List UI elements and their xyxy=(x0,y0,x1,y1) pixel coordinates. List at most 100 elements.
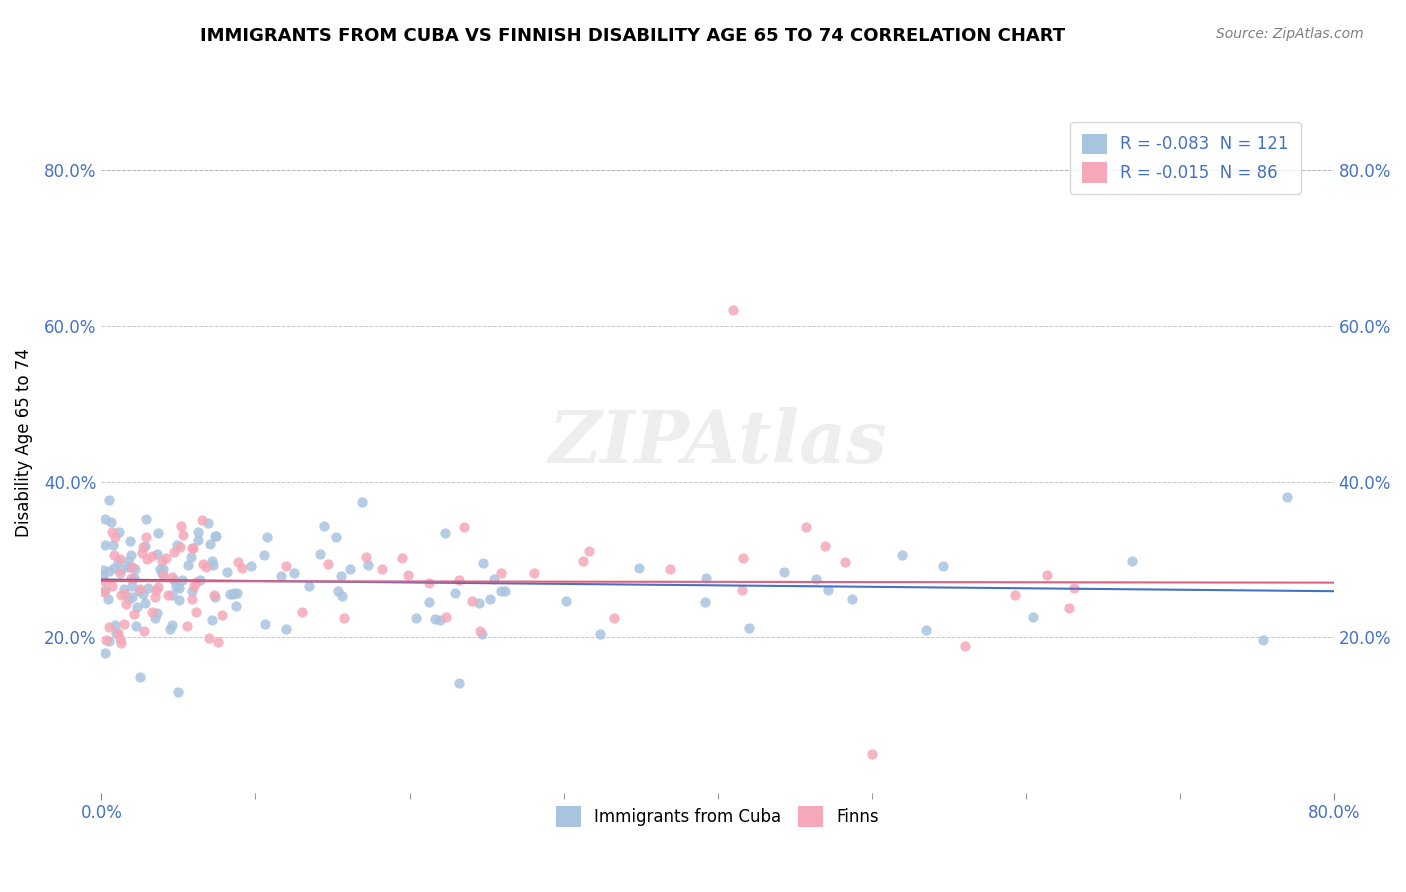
Point xyxy=(405,611,427,625)
Point xyxy=(453,519,475,533)
Point xyxy=(112,616,135,631)
Point xyxy=(891,548,914,562)
Point xyxy=(124,562,146,576)
Point xyxy=(200,613,222,627)
Point xyxy=(132,587,155,601)
Point xyxy=(489,566,512,580)
Point xyxy=(202,558,225,572)
Legend: Immigrants from Cuba, Finns: Immigrants from Cuba, Finns xyxy=(550,799,886,833)
Point xyxy=(186,575,208,590)
Point xyxy=(165,579,187,593)
Point xyxy=(97,591,120,606)
Point xyxy=(391,550,413,565)
Point xyxy=(141,605,163,619)
Point xyxy=(191,513,214,527)
Point xyxy=(110,562,132,576)
Point xyxy=(152,568,174,582)
Point xyxy=(160,570,183,584)
Point xyxy=(222,586,245,600)
Point xyxy=(396,568,419,582)
Point xyxy=(118,533,141,548)
Point xyxy=(132,540,155,554)
Point xyxy=(155,550,177,565)
Point xyxy=(804,572,827,586)
Point xyxy=(479,591,502,606)
Point xyxy=(589,627,612,641)
Point xyxy=(108,632,131,646)
Point xyxy=(494,584,516,599)
Point xyxy=(115,597,138,611)
Point xyxy=(117,554,139,568)
Point xyxy=(256,530,278,544)
Point xyxy=(148,525,170,540)
Point xyxy=(108,566,131,581)
Point xyxy=(198,537,221,551)
Point xyxy=(127,600,149,615)
Point xyxy=(194,560,217,574)
Point xyxy=(955,639,977,653)
Point xyxy=(219,587,242,601)
Point xyxy=(118,592,141,607)
Point xyxy=(170,518,193,533)
Point xyxy=(627,561,650,575)
Point xyxy=(329,569,352,583)
Point xyxy=(135,552,157,566)
Point xyxy=(128,582,150,597)
Point xyxy=(156,588,179,602)
Point xyxy=(169,540,191,554)
Point xyxy=(308,547,330,561)
Point xyxy=(150,554,173,568)
Point xyxy=(184,605,207,619)
Point xyxy=(1253,632,1275,647)
Point xyxy=(180,549,202,564)
Point xyxy=(121,579,143,593)
Point xyxy=(146,607,169,621)
Point xyxy=(120,571,142,585)
Point xyxy=(150,566,173,580)
Point xyxy=(283,566,305,580)
Point xyxy=(721,303,744,318)
Point xyxy=(172,573,194,587)
Point xyxy=(418,595,440,609)
Point xyxy=(204,590,226,604)
Point xyxy=(316,557,339,571)
Point xyxy=(94,632,117,647)
Y-axis label: Disability Age 65 to 74: Disability Age 65 to 74 xyxy=(15,348,32,537)
Point xyxy=(101,578,124,592)
Point xyxy=(554,594,576,608)
Point xyxy=(444,586,467,600)
Point xyxy=(166,538,188,552)
Point xyxy=(181,584,204,599)
Point xyxy=(817,582,839,597)
Point xyxy=(107,555,129,569)
Point xyxy=(274,558,297,573)
Point xyxy=(121,559,143,574)
Point xyxy=(97,634,120,648)
Point xyxy=(1057,601,1080,615)
Point xyxy=(274,622,297,636)
Point xyxy=(205,528,228,542)
Point xyxy=(198,631,221,645)
Point xyxy=(91,568,114,582)
Point xyxy=(94,646,117,660)
Point xyxy=(177,558,200,573)
Point xyxy=(145,582,167,597)
Point xyxy=(107,525,129,540)
Point xyxy=(339,562,361,576)
Point xyxy=(98,493,121,508)
Point xyxy=(91,563,114,577)
Point xyxy=(97,564,120,578)
Point xyxy=(134,596,156,610)
Point xyxy=(128,670,150,684)
Point xyxy=(93,574,115,588)
Point xyxy=(578,544,600,558)
Point xyxy=(162,618,184,632)
Point xyxy=(731,583,754,598)
Point xyxy=(176,619,198,633)
Point xyxy=(163,544,186,558)
Point xyxy=(330,590,353,604)
Point xyxy=(603,611,626,625)
Point xyxy=(163,573,186,587)
Point xyxy=(737,621,759,635)
Point xyxy=(204,529,226,543)
